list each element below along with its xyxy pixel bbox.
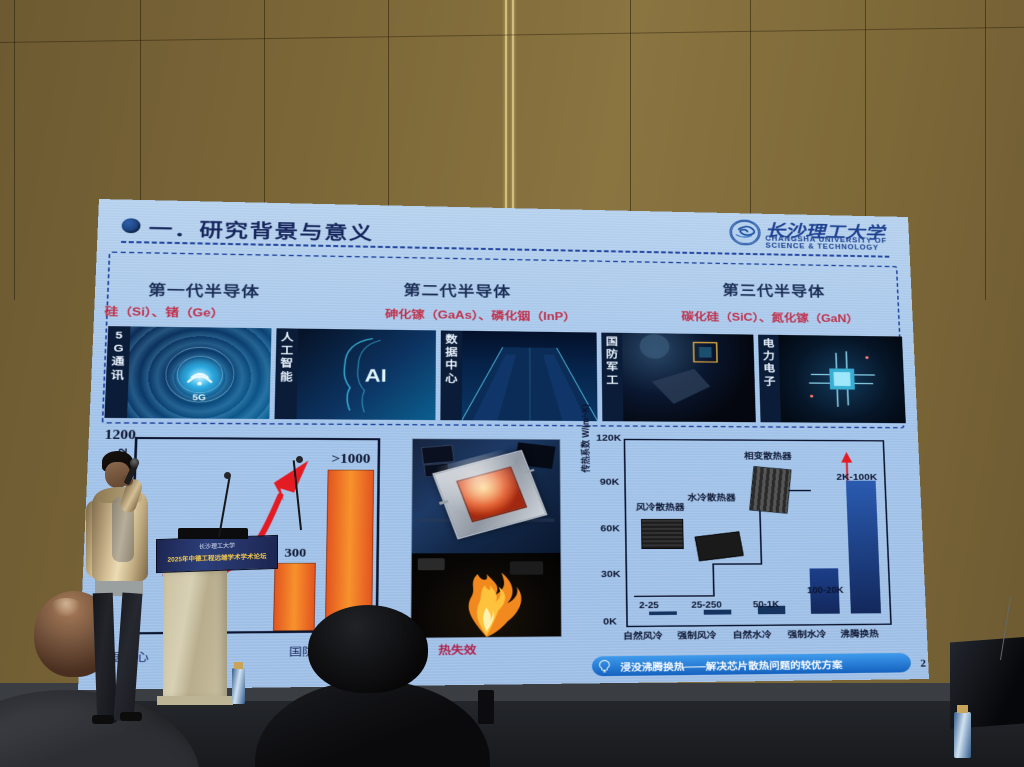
svg-text:5G: 5G (192, 393, 206, 402)
svg-text:AI: AI (365, 366, 387, 386)
